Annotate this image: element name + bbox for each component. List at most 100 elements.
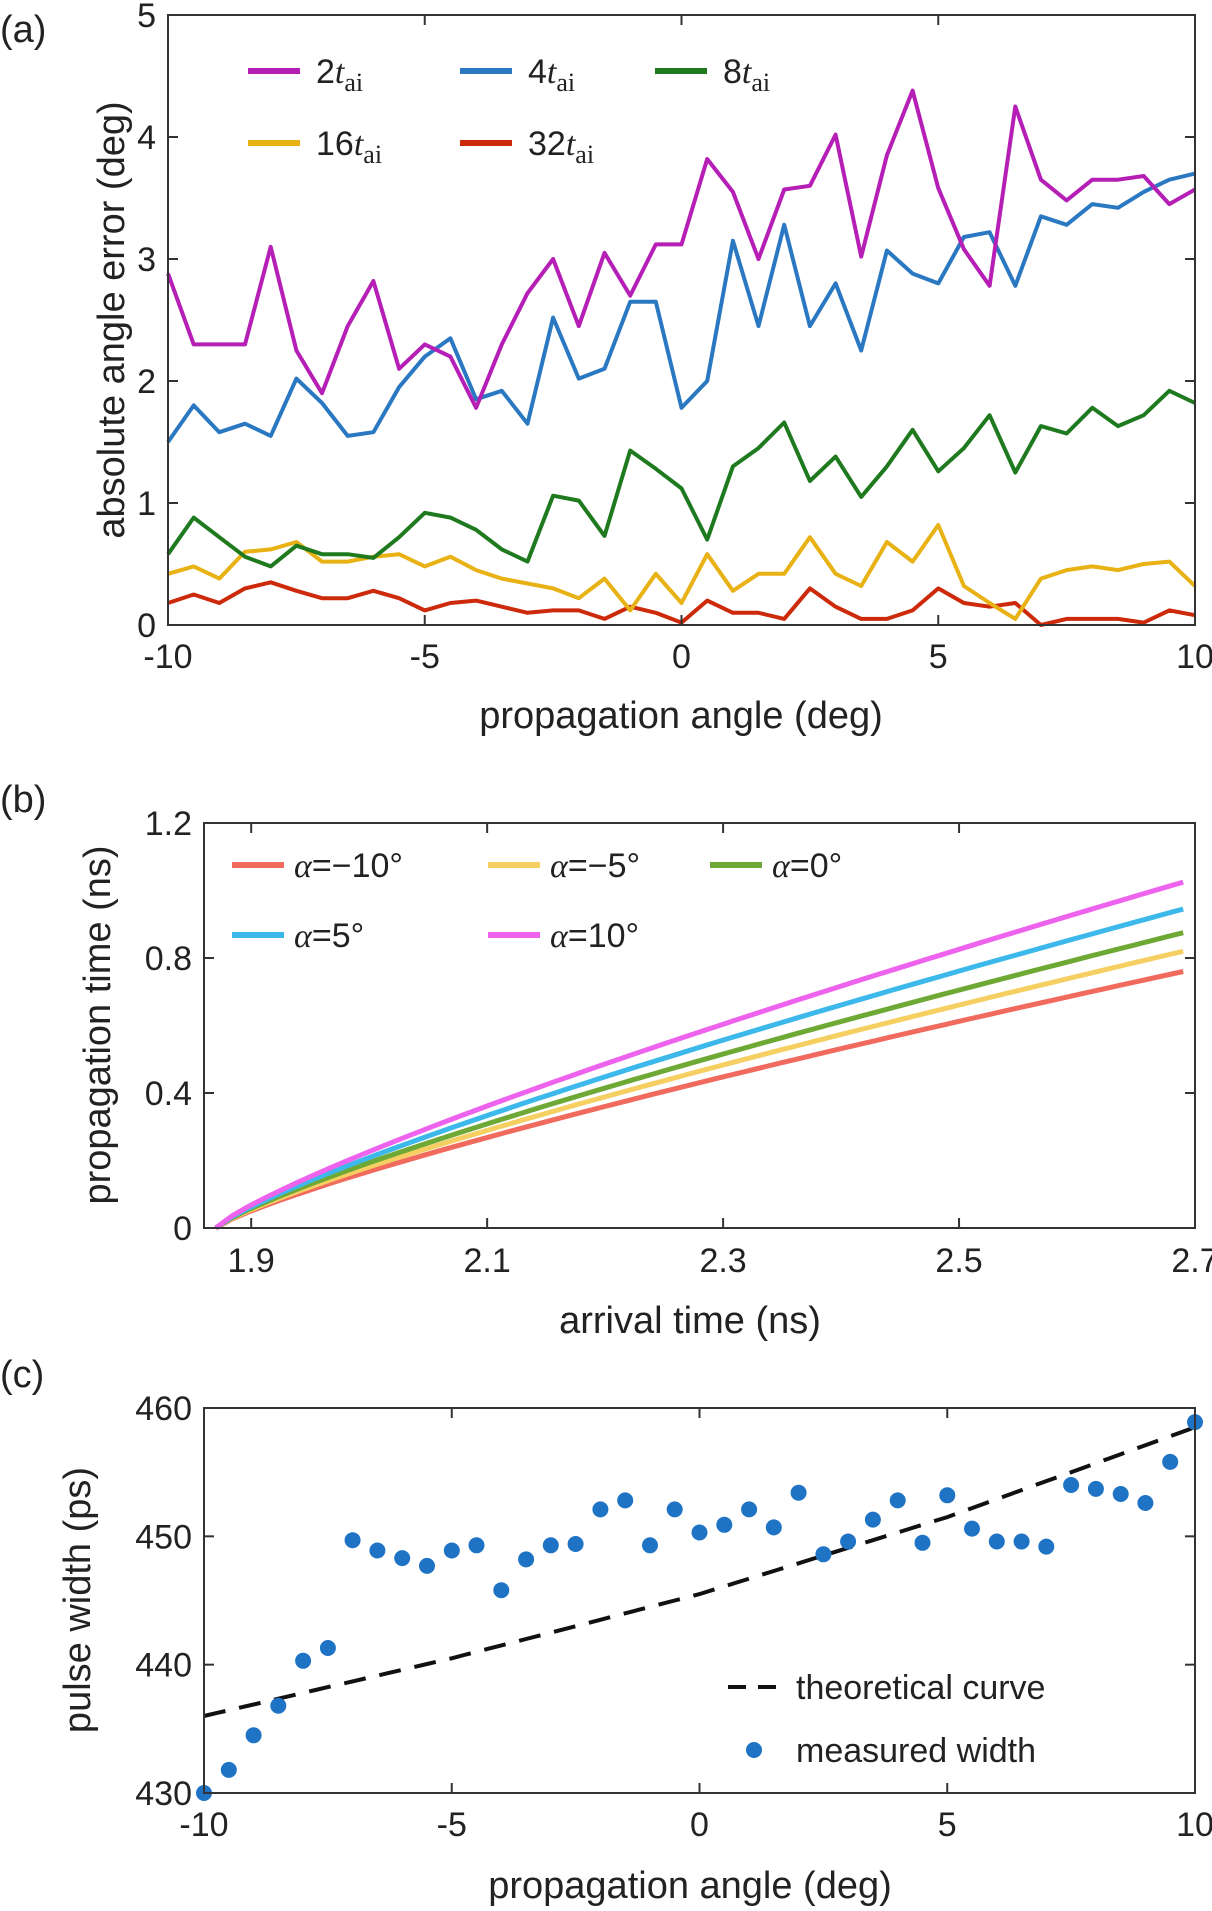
legend-label-4t-ai: 4tai: [528, 53, 575, 97]
panel-a-series: [166, 88, 1197, 627]
series-line-2t-ai: [166, 88, 1196, 410]
panel-b-xlabel: arrival time (ns): [559, 1300, 821, 1342]
measured-point: [468, 1537, 485, 1554]
measured-point: [741, 1501, 758, 1518]
measured-point: [369, 1542, 386, 1559]
measured-point: [270, 1697, 287, 1714]
panel-c-ticks: -10 -5 0 5 10 430 440 450 460: [135, 1390, 1212, 1844]
series-line-alpha-0: [214, 969, 1184, 1231]
legend-swatch-measured: [746, 1742, 762, 1758]
panel-c-xtick-label: 0: [690, 1806, 709, 1844]
panel-a-xtick-label: 0: [672, 638, 691, 676]
panel-a-ytick-label: 5: [137, 0, 156, 35]
measured-point: [295, 1652, 312, 1669]
measured-point: [815, 1546, 832, 1563]
measured-point: [220, 1761, 237, 1778]
measured-point: [790, 1484, 807, 1501]
measured-point: [542, 1537, 559, 1554]
series-line-16t-ai: [167, 523, 1197, 621]
panel-a-ytick-label: 2: [137, 363, 156, 401]
panel-b-ytick-label: 0: [173, 1210, 192, 1248]
panel-b-label: (b): [0, 779, 46, 821]
panel-a-xtick-label: 5: [929, 638, 948, 676]
panel-a-ytick-label: 1: [137, 485, 156, 523]
panel-c-ytick-label: 430: [135, 1775, 192, 1813]
panel-b-ticks: 1.9 2.1 2.3 2.5 2.7 0 0.4 0.8 1.2: [145, 805, 1212, 1280]
measured-point: [493, 1582, 510, 1599]
panel-a-legend: 2tai 4tai 8tai 16tai 32tai: [248, 53, 770, 169]
panel-a-ytick-label: 4: [137, 119, 156, 157]
panel-b-ylabel: propagation time (ns): [77, 845, 119, 1204]
panel-b-xtick-label: 2.3: [699, 1242, 746, 1280]
panel-a-frame: [167, 14, 1196, 626]
measured-point: [1112, 1486, 1129, 1502]
legend-label-theoretical: theoretical curve: [796, 1669, 1045, 1707]
panel-c-ytick-label: 460: [135, 1390, 192, 1428]
measured-point: [567, 1536, 584, 1552]
measured-point: [988, 1533, 1005, 1550]
legend-label-32t-ai: 32tai: [528, 125, 594, 169]
legend-label-measured: measured width: [796, 1732, 1036, 1770]
panel-a-ytick-label: 0: [137, 607, 156, 645]
panel-c-xtick-label: 10: [1176, 1806, 1212, 1844]
panel-a-ytick-label: 3: [137, 241, 156, 279]
measured-point: [642, 1537, 658, 1554]
panel-a-ylabel: absolute angle error (deg): [91, 101, 133, 538]
panel-b-series: [214, 879, 1184, 1231]
measured-point: [1137, 1495, 1154, 1511]
panel-b-xtick-label: 1.9: [228, 1242, 275, 1280]
panel-c-ytick-label: 440: [135, 1647, 192, 1685]
panel-c-series: [196, 1414, 1203, 1801]
panel-b-ytick-label: 0.8: [145, 940, 192, 978]
measured-point: [344, 1532, 361, 1549]
panel-b-xtick-label: 2.5: [935, 1242, 982, 1280]
panel-b-ytick-label: 0.4: [145, 1075, 192, 1113]
measured-point: [245, 1727, 262, 1744]
measured-point: [914, 1534, 931, 1551]
panel-a-xtick-label: -10: [143, 638, 192, 676]
panel-a: (a) -10 -5 0 5 10 0 1 2 3 4 5 2tai 4tai 8tai 16tai 32t…: [0, 0, 1212, 737]
panel-c-xlabel: propagation angle (deg): [488, 1865, 892, 1907]
measured-point: [443, 1542, 460, 1559]
panel-c-label: (c): [0, 1354, 44, 1396]
panel-c-xtick-label: 5: [938, 1806, 957, 1844]
panel-a-label: (a): [0, 9, 46, 51]
series-line-8t-ai: [166, 388, 1196, 569]
panel-c: (c) -10 -5 0 5 10 430 440 450 460 theoretical cu…: [0, 1354, 1212, 1907]
legend-label-alpha-0: α=−10°: [294, 847, 403, 885]
measured-point: [1162, 1453, 1179, 1470]
measured-point: [840, 1533, 857, 1550]
legend-label-alpha-2: α=0°: [772, 847, 842, 885]
measured-point: [592, 1501, 609, 1518]
measured-point: [716, 1516, 733, 1533]
measured-point: [889, 1492, 906, 1509]
series-line-alpha-2: [214, 930, 1184, 1231]
panel-b-frame: [203, 822, 1196, 1229]
theoretical-curve: [203, 1425, 1196, 1718]
measured-point: [939, 1487, 956, 1504]
legend-label-alpha-1: α=−5°: [550, 847, 640, 885]
panel-b: (b) 1.9 2.1 2.3 2.5 2.7 0 0.4 0.8 1.2 α=−10° α=−5…: [0, 779, 1212, 1342]
panel-b-xtick-label: 2.1: [464, 1242, 511, 1280]
series-line-alpha-1: [214, 948, 1184, 1231]
panel-b-xtick-label: 2.7: [1171, 1242, 1212, 1280]
measured-point: [1038, 1538, 1055, 1555]
legend-label-8t-ai: 8tai: [723, 53, 770, 97]
measured-point: [617, 1492, 634, 1509]
measured-point: [666, 1501, 683, 1518]
measured-point: [1013, 1533, 1030, 1550]
series-line-alpha-3: [214, 906, 1184, 1231]
measured-point: [765, 1519, 782, 1536]
panel-a-xtick-label: -5: [410, 638, 440, 676]
series-line-4t-ai: [166, 171, 1196, 444]
measured-point: [419, 1557, 435, 1574]
panel-a-xtick-label: 10: [1176, 638, 1212, 676]
measured-point: [1087, 1480, 1104, 1497]
panel-c-xtick-label: -10: [179, 1806, 228, 1844]
measured-point: [518, 1551, 535, 1568]
panel-c-legend: theoretical curve measured width: [728, 1669, 1045, 1770]
panel-c-xtick-label: -5: [437, 1806, 467, 1844]
measured-point: [864, 1511, 881, 1528]
measured-point: [394, 1550, 411, 1567]
